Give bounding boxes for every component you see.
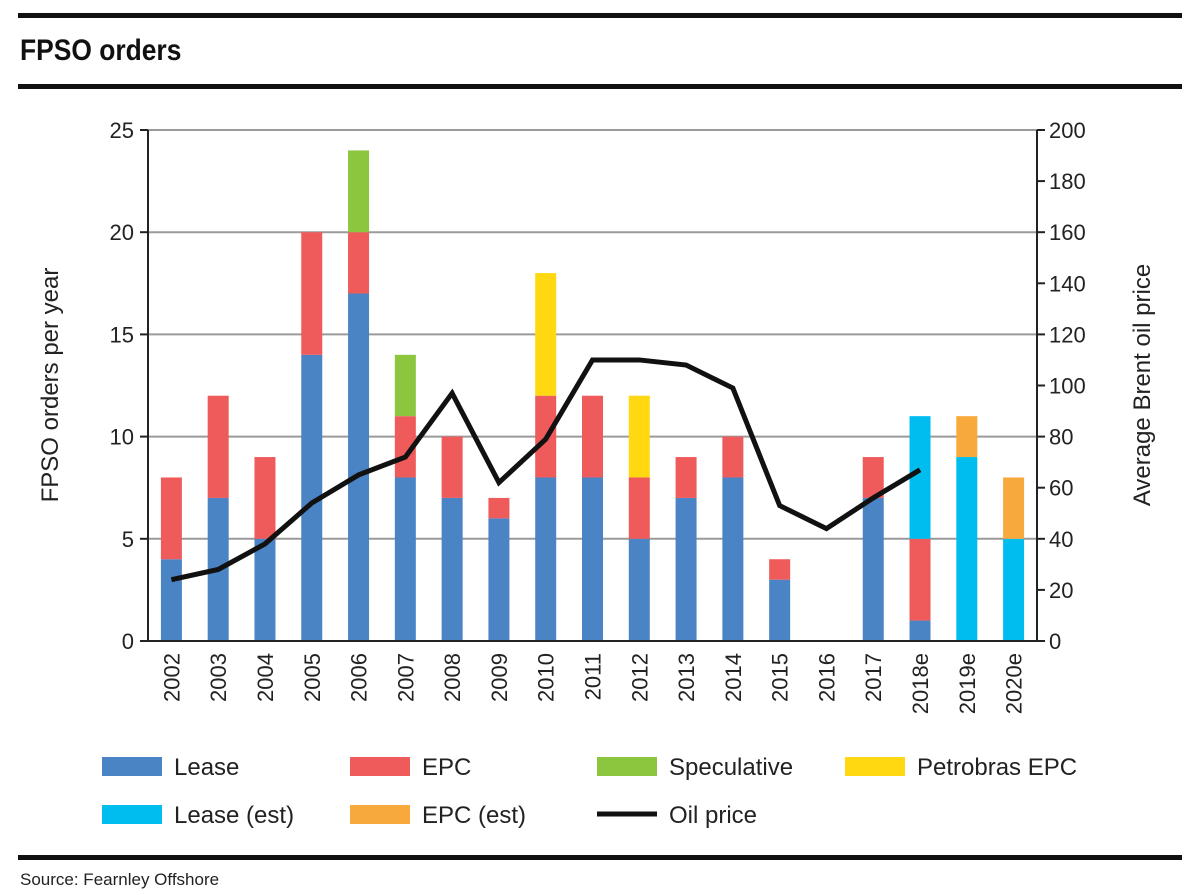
bar-lease-2014 [722, 477, 744, 641]
bar-lease-2013 [675, 497, 697, 641]
bar-lease-2002 [160, 559, 182, 641]
bar-lease-2010 [535, 477, 557, 641]
legend-swatch-epc [350, 757, 410, 776]
bar-epc-2006 [348, 232, 370, 294]
legend-label-oil-price: Oil price [669, 802, 757, 829]
legend-label-lease-est-: Lease (est) [174, 802, 294, 829]
legend-label-lease: Lease [174, 754, 239, 781]
x-tick-label: 2002 [159, 653, 184, 702]
legend-swatch-petrobras-epc [845, 757, 905, 776]
y-tick-label: 10 [110, 425, 134, 450]
bar-lease-2012 [628, 538, 650, 641]
legend-swatch-speculative [597, 757, 657, 776]
bar-epc-2013 [675, 457, 697, 498]
bar-lease-2008 [441, 497, 463, 641]
y-tick-label: 15 [110, 322, 134, 347]
y-axis-label: FPSO orders per year [37, 268, 64, 503]
bar-epc-2004 [254, 457, 276, 539]
y2-tick-label: 160 [1049, 220, 1086, 245]
y-tick-label: 5 [122, 527, 134, 552]
bar-lease-2018e [909, 620, 931, 641]
source-note: Source: Fearnley Offshore [20, 870, 220, 889]
legend-label-petrobras-epc: Petrobras EPC [917, 754, 1077, 781]
bar-epc-2012 [628, 477, 650, 539]
x-tick-label: 2011 [581, 653, 606, 700]
bar-lease-2005 [301, 354, 323, 641]
bar-speculative-2007 [394, 354, 416, 417]
legend-swatch-epc-est- [350, 805, 410, 824]
bar-epc-2014 [722, 436, 744, 478]
bar-epc-2005 [301, 232, 323, 355]
bar-lease-est--2020e [1003, 538, 1025, 641]
chart-title: FPSO orders [20, 34, 182, 67]
y-tick-label: 25 [110, 118, 134, 143]
x-tick-label: 2016 [814, 653, 839, 702]
bar-lease-2006 [348, 293, 370, 641]
y-tick-label: 0 [122, 629, 134, 654]
bar-petrobras-epc-2012 [628, 395, 650, 478]
y2-tick-label: 60 [1049, 476, 1073, 501]
x-tick-label: 2012 [627, 653, 652, 702]
top-rule [18, 13, 1182, 18]
oil-price-line [170, 357, 922, 583]
bar-epc-2007 [394, 416, 416, 478]
bar-lease-2007 [394, 477, 416, 641]
legend-swatch-lease [102, 757, 162, 776]
y2-tick-label: 40 [1049, 527, 1073, 552]
x-tick-label: 2004 [253, 653, 278, 702]
bar-lease-2009 [488, 518, 510, 641]
legend-label-epc: EPC [422, 754, 471, 781]
bar-epc-2018e [909, 538, 931, 621]
x-tick-label: 2019e [955, 653, 980, 714]
x-tick-label: 2005 [300, 653, 325, 702]
x-tick-label: 2015 [768, 653, 793, 702]
legend-label-speculative: Speculative [669, 754, 793, 781]
bar-petrobras-epc-2010 [535, 273, 557, 396]
bottom-rule [18, 855, 1182, 860]
bar-epc-2015 [769, 559, 791, 580]
bar-lease-est--2018e [909, 416, 931, 539]
x-tick-label: 2008 [440, 653, 465, 702]
bar-epc-2002 [160, 477, 182, 560]
y2-tick-label: 180 [1049, 169, 1086, 194]
x-tick-label: 2006 [347, 653, 372, 702]
y2-tick-label: 100 [1049, 374, 1086, 399]
bar-epc-2003 [207, 395, 229, 498]
title-rule [18, 84, 1182, 89]
bar-epc-est--2019e [956, 416, 978, 458]
y2-tick-label: 120 [1049, 322, 1086, 347]
y2-tick-label: 0 [1049, 629, 1061, 654]
y2-tick-label: 80 [1049, 425, 1073, 450]
x-tick-label: 2018e [908, 653, 933, 714]
y2-tick-label: 20 [1049, 578, 1073, 603]
x-tick-label: 2010 [534, 653, 559, 702]
bar-epc-2008 [441, 436, 463, 498]
bar-lease-2017 [862, 497, 884, 641]
y-tick-label: 20 [110, 220, 134, 245]
y2-tick-label: 200 [1049, 118, 1086, 143]
x-tick-label: 2020e [1002, 653, 1027, 714]
bar-lease-2015 [769, 579, 791, 641]
bar-epc-2009 [488, 497, 510, 519]
bar-speculative-2006 [348, 150, 370, 233]
x-tick-label: 2003 [206, 653, 231, 702]
bar-lease-est--2019e [956, 457, 978, 641]
bar-epc-2011 [582, 395, 603, 478]
x-tick-label: 2014 [721, 653, 746, 702]
x-tick-label: 2017 [861, 653, 886, 702]
bar-lease-2011 [582, 477, 603, 641]
x-tick-label: 2007 [393, 653, 418, 702]
bar-epc-2017 [862, 457, 884, 498]
bar-lease-2004 [254, 538, 276, 641]
legend-label-epc-est-: EPC (est) [422, 802, 526, 829]
x-tick-label: 2013 [674, 653, 699, 702]
legend-swatch-lease-est- [102, 805, 162, 824]
x-tick-label: 2009 [487, 653, 512, 702]
y2-tick-label: 140 [1049, 271, 1086, 296]
bar-epc-est--2020e [1003, 477, 1025, 539]
y2-axis-label: Average Brent oil price [1129, 264, 1156, 506]
